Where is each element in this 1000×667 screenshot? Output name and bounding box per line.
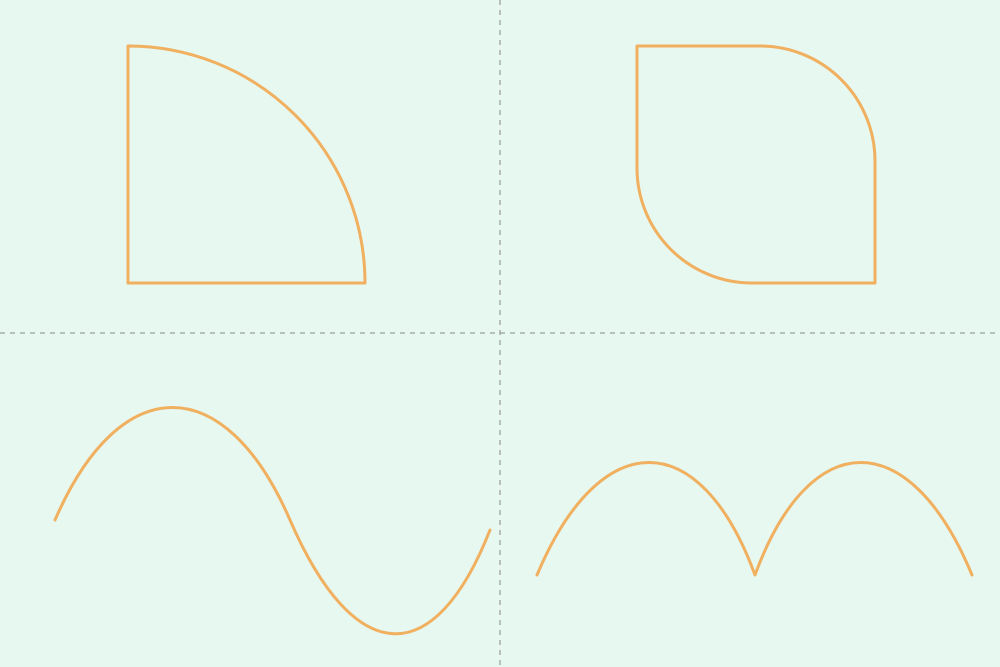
diagram-canvas: [0, 0, 1000, 667]
